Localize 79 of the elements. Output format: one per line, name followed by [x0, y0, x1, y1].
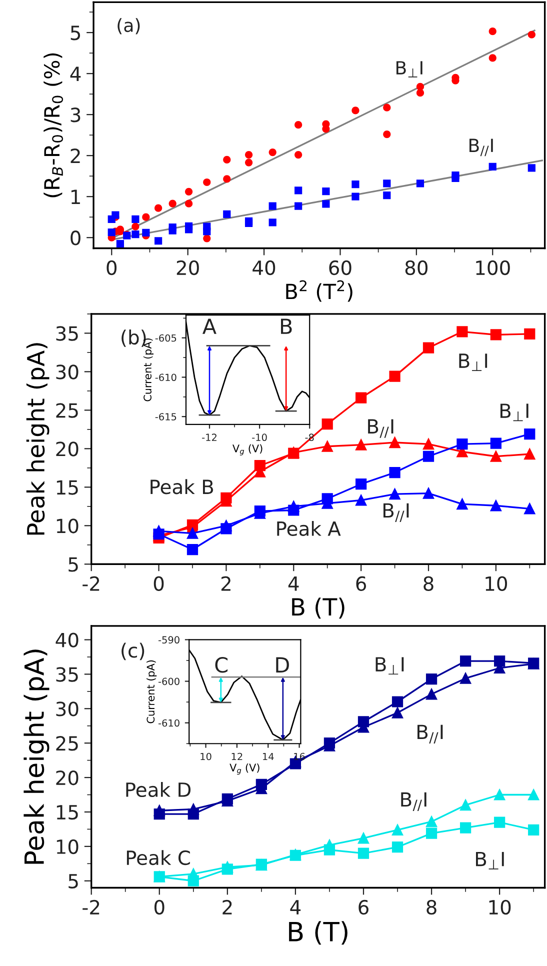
y-axis-title: Peak height (pA) — [24, 650, 50, 864]
x-tick-label: 0 — [106, 260, 117, 276]
y-tick-label: 2 — [70, 148, 80, 163]
x-tick-label: 6 — [356, 576, 366, 591]
y-axis-title: Current (pA) — [146, 660, 157, 724]
y-tick-label: 30 — [56, 364, 78, 380]
y-tick-label: 35 — [56, 326, 78, 341]
x-tick-label: 10 — [200, 752, 212, 760]
x-axis-title: B$^{2}$ (T$^{2}$) — [286, 280, 352, 302]
annotation: B$_{//}$I — [401, 792, 426, 811]
x-tick-label: 2 — [221, 576, 230, 591]
x-tick-label: -10 — [252, 434, 267, 442]
x-tick-label: 4 — [288, 576, 299, 591]
annotation: B$_{⊥}$I — [476, 852, 504, 870]
x-tick-label: 12 — [232, 752, 242, 760]
annotation: B$_{//}$I — [384, 503, 409, 522]
x-tick-label: 10 — [486, 576, 508, 591]
y-tick-label: 5 — [68, 874, 78, 889]
x-tick-label: 80 — [405, 260, 428, 276]
annotation: B$_{//}$I — [470, 138, 493, 156]
y-tick-label: 5 — [70, 26, 80, 40]
y-tick-label: 40 — [56, 632, 78, 648]
x-tick-label: 8 — [426, 900, 436, 915]
x-tick-label: 6 — [358, 900, 368, 915]
annotation: Peak B — [150, 479, 214, 494]
x-axis-title: B (T) — [289, 921, 348, 945]
x-tick-label: -2 — [82, 576, 100, 591]
y-tick-label: 3 — [70, 108, 80, 122]
x-tick-label: 10 — [489, 900, 511, 915]
x-tick-label: 20 — [176, 260, 199, 276]
annotation: B — [281, 318, 292, 334]
y-tick-label: 0 — [70, 230, 80, 246]
y-tick-label: 5 — [68, 557, 78, 572]
x-axis-title: V$_{g}$ (V) — [232, 444, 262, 456]
x-tick-label: 8 — [424, 576, 434, 591]
x-tick-label: 2 — [222, 900, 232, 914]
y-tick-label: -610 — [155, 374, 176, 382]
x-tick-label: 4 — [290, 900, 301, 914]
y-tick-label: 35 — [56, 667, 78, 682]
y-tick-label: 10 — [56, 839, 78, 854]
annotation: (a) — [118, 18, 140, 34]
y-tick-label: -610 — [158, 719, 180, 727]
x-tick-label: -2 — [82, 900, 100, 914]
annotation: B$_{⊥}$I — [459, 354, 488, 372]
x-tick-label: 40 — [252, 260, 276, 276]
annotation: B$_{//}$I — [418, 724, 443, 744]
x-tick-label: 60 — [329, 260, 352, 276]
annotation: Peak C — [126, 850, 190, 866]
y-tick-label: 15 — [56, 480, 78, 495]
annotation: (b) — [122, 330, 146, 347]
y-tick-label: -615 — [155, 413, 176, 420]
annotation: B$_{//}$I — [368, 419, 394, 438]
y-tick-label: 15 — [56, 805, 78, 820]
annotation: C — [215, 656, 228, 673]
y-tick-label: -600 — [158, 678, 180, 686]
y-tick-label: 20 — [56, 770, 78, 786]
annotation: Peak D — [126, 782, 191, 798]
annotation: B$_{⊥}$I — [500, 404, 528, 422]
y-tick-label: 10 — [56, 518, 78, 534]
x-tick-label: -12 — [202, 434, 216, 441]
y-tick-label: 25 — [56, 403, 78, 418]
x-axis-title: B (T) — [292, 598, 344, 619]
y-tick-label: 1 — [71, 190, 80, 204]
annotation: D — [276, 657, 289, 672]
y-axis-title: (R$_{B}$-R$_{0}$)/R$_{0}$ (%) — [44, 53, 64, 198]
annotation: A — [202, 318, 216, 334]
y-axis-title: Peak height (pA) — [26, 343, 50, 535]
annotation: (c) — [122, 642, 144, 660]
y-tick-label: 25 — [56, 736, 78, 751]
y-tick-label: 4 — [70, 66, 81, 81]
annotation: B$_{⊥}$I — [396, 61, 422, 78]
annotation: B$_{⊥}$I — [376, 657, 404, 675]
x-tick-label: 14 — [262, 752, 274, 760]
y-tick-label: -590 — [158, 636, 180, 644]
y-tick-label: -605 — [155, 334, 176, 342]
x-axis-title: V$_{g}$ (V) — [230, 763, 260, 775]
annotation: Peak A — [277, 520, 341, 536]
y-tick-label: 30 — [56, 702, 78, 716]
x-tick-label: 100 — [476, 260, 510, 276]
